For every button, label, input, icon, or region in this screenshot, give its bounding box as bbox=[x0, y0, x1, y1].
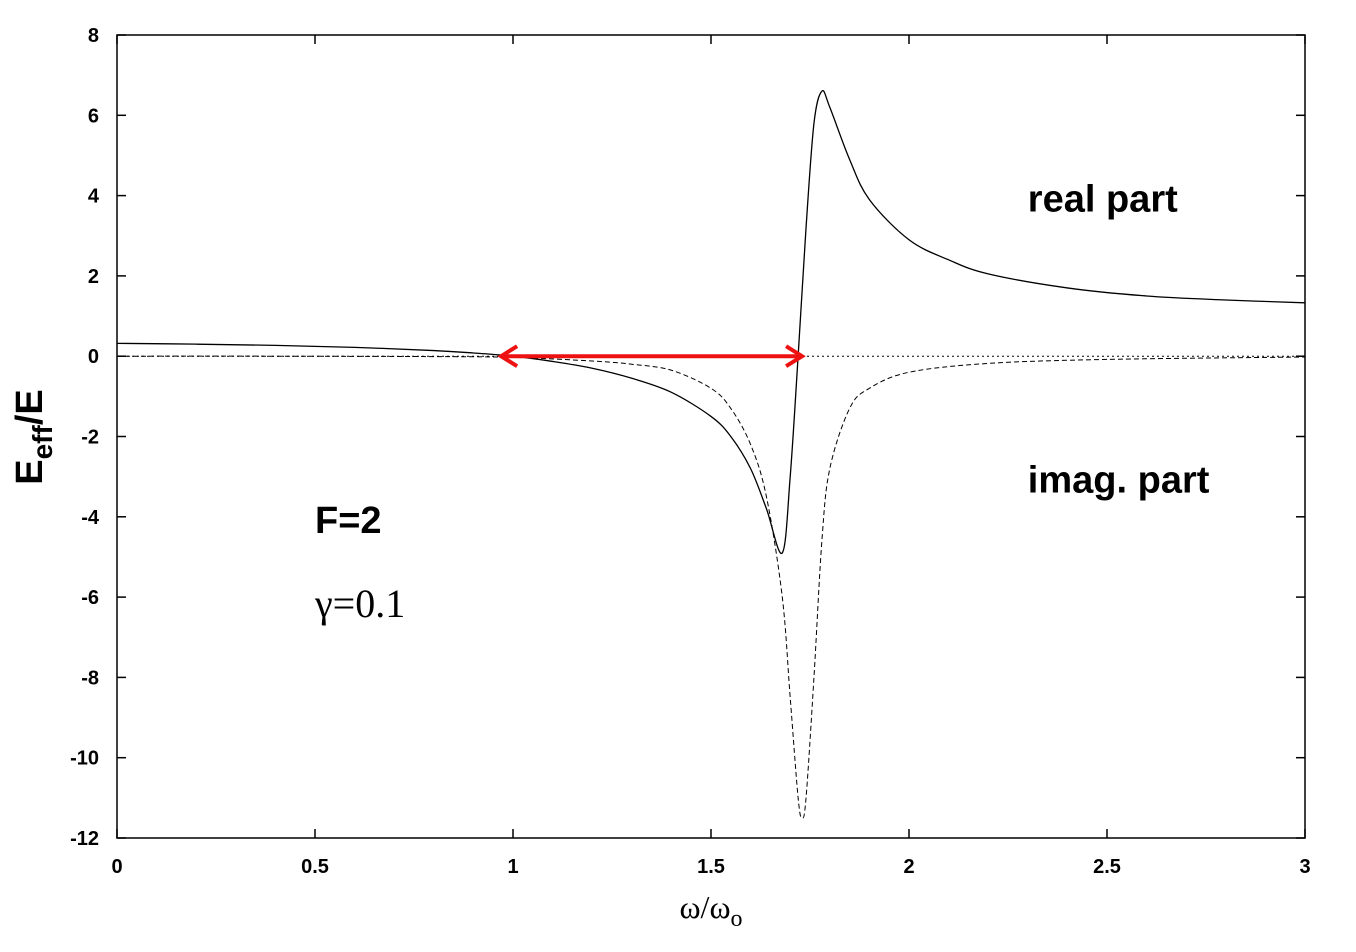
annotation-imag: imag. part bbox=[1028, 460, 1210, 502]
series-line-real bbox=[116, 90, 1306, 554]
y-axis-label-sub: eff bbox=[27, 424, 58, 459]
ticks bbox=[116, 34, 1306, 839]
x-tick-label: 0.5 bbox=[301, 856, 329, 878]
y-tick-label: -6 bbox=[81, 587, 99, 609]
x-axis-label: ω/ωo bbox=[679, 889, 742, 932]
y-tick-label: 0 bbox=[88, 346, 99, 368]
y-axis-label-main: E bbox=[9, 459, 51, 484]
y-tick-label: 4 bbox=[88, 186, 100, 208]
y-tick-label: -12 bbox=[70, 828, 99, 850]
annotations: real part imag. part F=2 γ=0.1 bbox=[314, 179, 1210, 627]
y-axis-label: Eeff/E bbox=[9, 389, 58, 485]
red-arrow bbox=[497, 344, 806, 368]
y-tick-label: -2 bbox=[81, 427, 99, 449]
plot-frame bbox=[116, 34, 1306, 839]
arrow-head-right bbox=[785, 344, 806, 368]
x-tick-label: 1.5 bbox=[697, 856, 725, 878]
y-tick-label: -8 bbox=[81, 667, 99, 689]
y-axis-label-tail: /E bbox=[9, 389, 51, 425]
x-axis-label-main: ω/ω bbox=[679, 889, 730, 925]
annotation-gamma: γ=0.1 bbox=[314, 581, 405, 626]
y-tick-label: 2 bbox=[88, 266, 99, 288]
tick-labels: 0 0.5 1 1.5 2 2.5 3 8 6 4 2 0 -2 -4 -6 -8 -10 -12 bbox=[70, 25, 1310, 878]
x-tick-label: 3 bbox=[1299, 856, 1310, 878]
series-line-imag bbox=[116, 355, 1306, 819]
y-tick-label: -10 bbox=[70, 748, 99, 770]
y-tick-label: 6 bbox=[88, 105, 99, 127]
data-lines bbox=[116, 90, 1306, 819]
y-tick-label: -4 bbox=[81, 507, 100, 529]
x-tick-label: 1 bbox=[507, 856, 518, 878]
arrow-head-left bbox=[497, 344, 519, 368]
x-tick-label: 0 bbox=[111, 856, 122, 878]
x-axis-label-sub: o bbox=[731, 906, 743, 932]
annotation-F: F=2 bbox=[315, 500, 382, 542]
x-tick-label: 2 bbox=[903, 856, 914, 878]
x-tick-label: 2.5 bbox=[1093, 856, 1121, 878]
annotation-real: real part bbox=[1028, 179, 1178, 221]
y-tick-label: 8 bbox=[88, 25, 99, 47]
